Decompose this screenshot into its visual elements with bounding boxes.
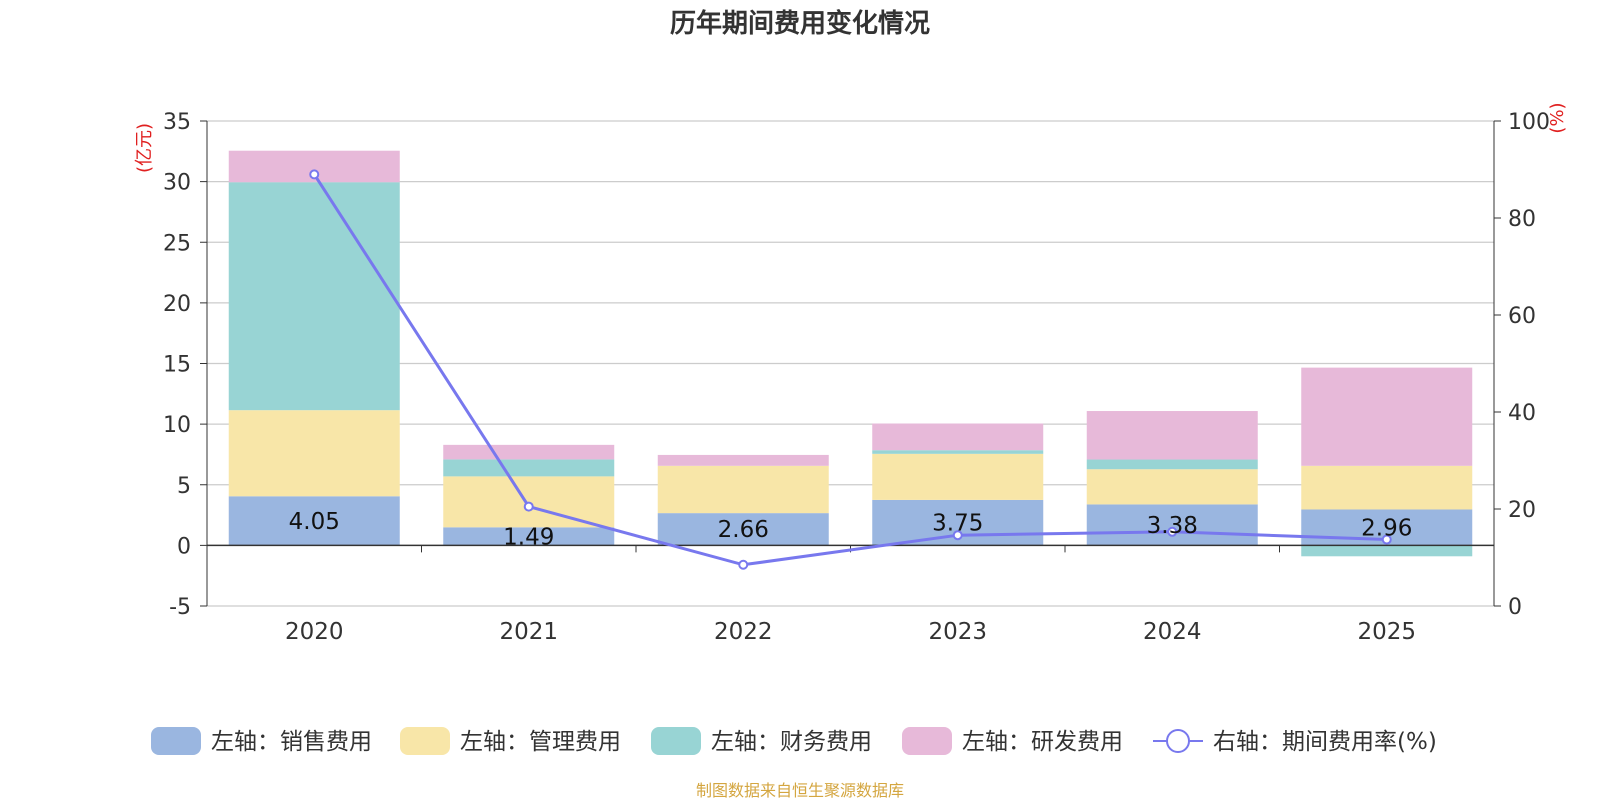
legend[interactable]: 左轴：销售费用 左轴：管理费用 左轴：财务费用 左轴：研发费用 右轴：期间费用率(%)	[151, 727, 1437, 755]
right-tick-label: 40	[1508, 401, 1536, 426]
legend-label: 左轴：销售费用	[211, 729, 372, 755]
bar-segment	[1301, 465, 1473, 510]
left-tick-label: 20	[163, 292, 191, 317]
chart-title: 历年期间费用变化情况	[670, 8, 930, 39]
right-tick-label: 100	[1508, 110, 1550, 135]
left-tick-label: 25	[163, 231, 191, 256]
rate-point	[738, 559, 749, 570]
legend-label: 左轴：管理费用	[460, 729, 621, 755]
data-label: 4.05	[289, 509, 340, 535]
left-tick-label: 35	[163, 110, 191, 135]
left-tick-label: 30	[163, 171, 191, 196]
x-tick-label: 2024	[1143, 619, 1202, 645]
bar-segment	[443, 527, 615, 546]
legend-swatch	[400, 727, 450, 755]
left-tick-label: 10	[163, 413, 191, 438]
bar-segment	[872, 423, 1044, 451]
left-axis-unit: (亿元)	[134, 123, 155, 173]
legend-item[interactable]: 右轴：期间费用率(%)	[1153, 729, 1437, 755]
data-label: 2.96	[1361, 515, 1412, 541]
bar-series	[228, 150, 1473, 557]
rate-point	[952, 530, 963, 541]
x-tick-label: 2022	[714, 619, 773, 645]
legend-item[interactable]: 左轴：研发费用	[902, 727, 1123, 755]
bar-segment	[657, 465, 829, 514]
gridlines	[207, 120, 1494, 607]
bar-segment	[872, 453, 1044, 500]
legend-swatch	[651, 727, 701, 755]
bar-segment	[443, 459, 615, 477]
legend-swatch	[151, 727, 201, 755]
rate-line	[312, 173, 1387, 567]
bar-segment	[657, 454, 829, 466]
right-tick-label: 60	[1508, 304, 1536, 329]
source-note: 制图数据来自恒生聚源数据库	[696, 781, 904, 800]
axes: 35 30 25 20 15 10 5 0 -5 100 80 60 40 20 0 (亿元) (%) 2020 2…	[134, 102, 1568, 645]
data-labels: 4.05 1.49 2.66 3.75 3.38 2.96	[289, 509, 1413, 551]
bar-segment	[1086, 469, 1258, 505]
legend-item[interactable]: 左轴：管理费用	[400, 727, 621, 755]
x-tick-label: 2023	[928, 619, 987, 645]
right-tick-label: 20	[1508, 498, 1536, 523]
legend-marker	[1166, 729, 1190, 753]
left-tick-label: 5	[177, 474, 191, 499]
legend-label: 左轴：研发费用	[962, 729, 1123, 755]
legend-label: 右轴：期间费用率(%)	[1213, 729, 1437, 755]
left-tick-label: 15	[163, 353, 191, 378]
legend-item[interactable]: 左轴：销售费用	[151, 727, 372, 755]
data-label: 3.38	[1147, 513, 1198, 539]
rate-point	[523, 501, 534, 512]
x-tick-label: 2020	[285, 619, 344, 645]
bar-segment	[1301, 367, 1473, 466]
bar-segment	[1086, 504, 1258, 546]
legend-swatch	[902, 727, 952, 755]
left-tick-label: -5	[169, 595, 191, 620]
right-tick-label: 80	[1508, 207, 1536, 232]
x-tick-label: 2025	[1357, 619, 1416, 645]
right-tick-label: 0	[1508, 595, 1522, 620]
data-label: 1.49	[503, 524, 554, 550]
legend-label: 左轴：财务费用	[711, 729, 872, 755]
left-tick-label: 0	[177, 534, 191, 559]
bar-segment	[1086, 459, 1258, 470]
data-label: 3.75	[932, 511, 983, 537]
bar-segment	[228, 182, 400, 411]
rate-line-series	[309, 169, 1392, 570]
rate-point	[309, 169, 320, 180]
bar-segment	[1301, 545, 1473, 557]
rate-point	[1167, 526, 1178, 537]
bar-segment	[443, 444, 615, 460]
bar-segment	[1086, 411, 1258, 460]
bar-segment	[657, 513, 829, 546]
bar-segment	[872, 450, 1044, 454]
legend-item[interactable]: 左轴：财务费用	[651, 727, 872, 755]
bar-segment	[228, 496, 400, 546]
right-axis-unit: (%)	[1547, 102, 1568, 133]
data-label: 2.66	[718, 517, 769, 543]
bar-segment	[228, 410, 400, 497]
rate-point	[1381, 534, 1392, 545]
x-tick-label: 2021	[499, 619, 558, 645]
